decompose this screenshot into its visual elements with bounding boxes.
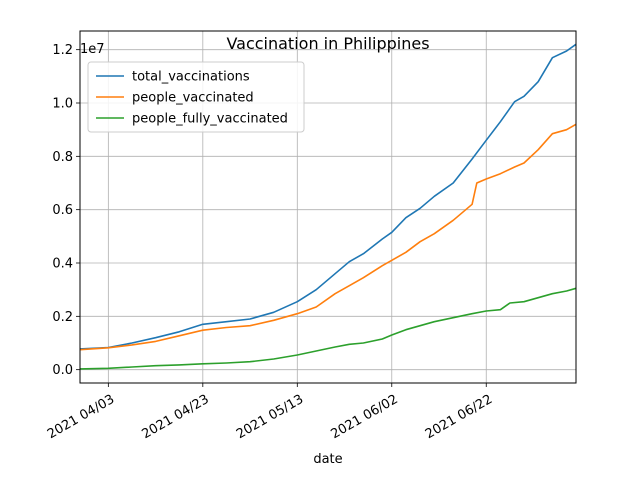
legend: total_vaccinations people_vaccinatedpeopl… (87, 61, 305, 133)
series-layer (79, 43, 577, 370)
legend-label-people_vaccinated: people_vaccinated (132, 91, 254, 106)
legend-box (87, 61, 305, 133)
series-line-people_fully_vaccinated (79, 287, 577, 370)
axes-frame (79, 30, 577, 384)
y-offset-label: 1e7 (80, 42, 105, 57)
legend-label-people_fully_vaccinated: people_fully_vaccinated (132, 112, 288, 127)
y-tick-label: 1.0 (52, 97, 73, 112)
y-tick-label: 0.0 (52, 363, 73, 378)
y-tick-label: 0.8 (52, 150, 73, 165)
series-line-total_vaccinations (79, 43, 577, 350)
y-tick-label: 0.4 (52, 257, 73, 272)
legend-label-total_vaccinations: total_vaccinations (132, 70, 250, 85)
y-tick-label: 0.2 (52, 310, 73, 325)
y-tick-label: 1.2 (52, 43, 73, 58)
y-tick-label: 0.6 (52, 203, 73, 218)
x-axis-label: date (313, 452, 342, 467)
chart-title: Vaccination in Philippines (226, 34, 429, 53)
series-line-people_vaccinated (79, 123, 577, 351)
